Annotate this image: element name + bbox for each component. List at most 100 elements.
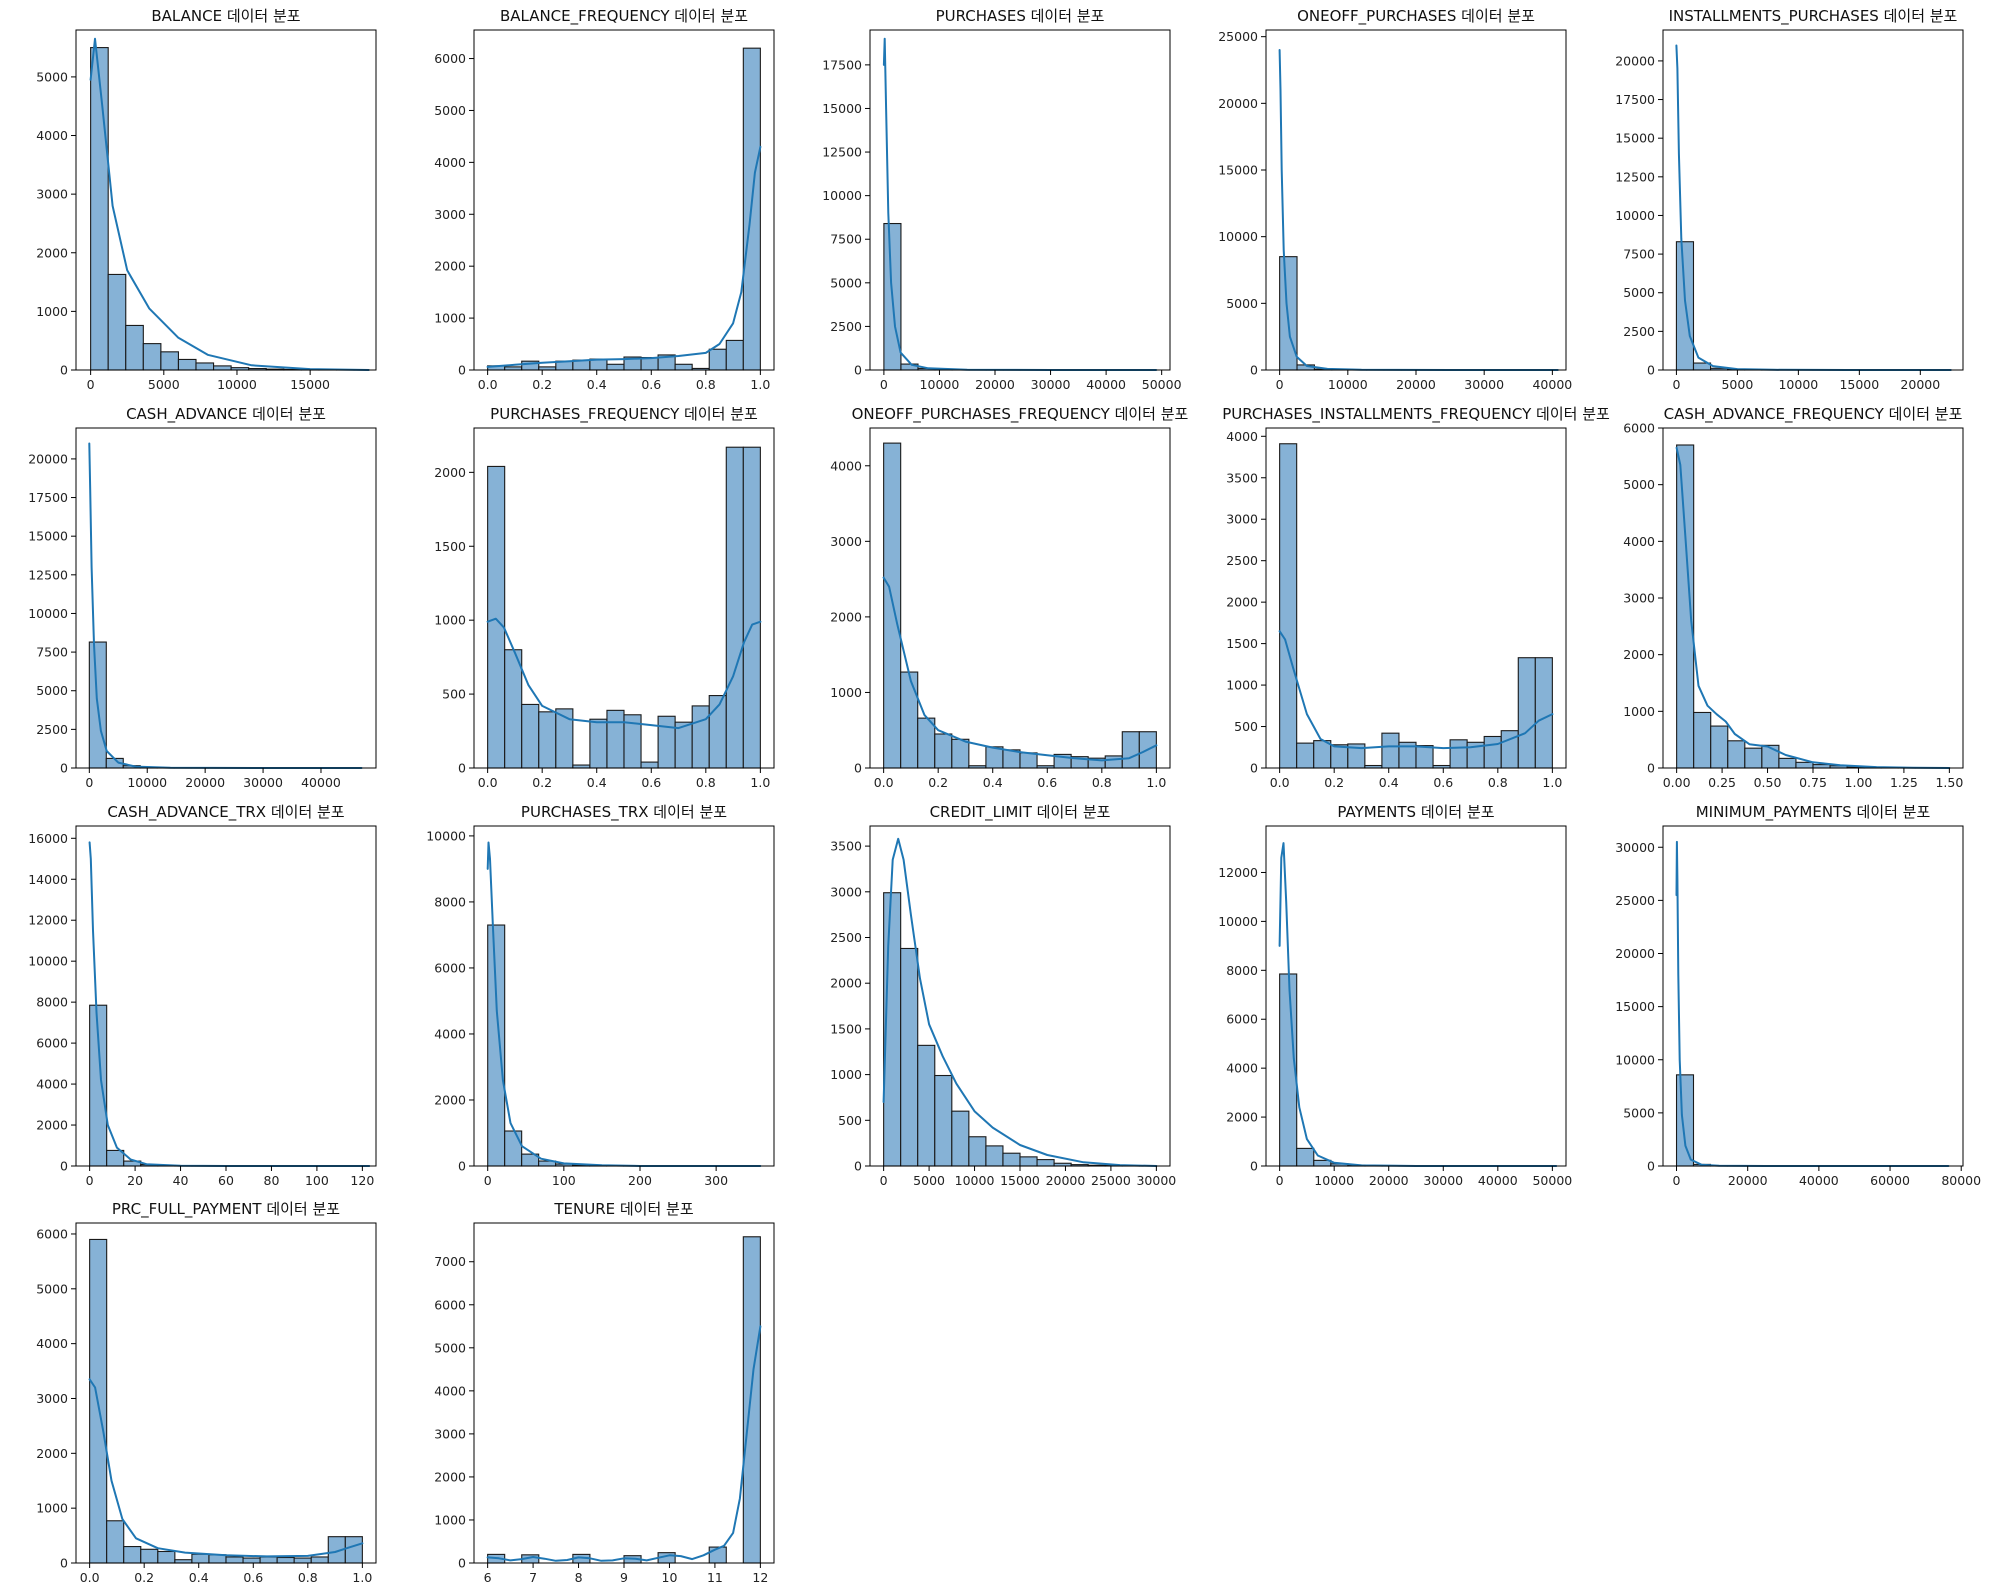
histogram-panel: PURCHASES_INSTALLMENTS_FREQUENCY 데이터 분포 0… bbox=[1222, 405, 1610, 790]
histogram-bar bbox=[1483, 735, 1502, 769]
histogram-bar bbox=[708, 348, 727, 371]
x-tick-label: 10000 bbox=[217, 377, 257, 392]
histogram-panel: PURCHASES_FREQUENCY 데이터 분포 0.0 0.2 0.4 0.6 0.… bbox=[434, 405, 775, 790]
x-tick-label: 5000 bbox=[913, 1173, 945, 1188]
histogram-bar bbox=[106, 1520, 125, 1564]
histogram-bar bbox=[293, 1557, 312, 1564]
kde-line bbox=[486, 841, 762, 1167]
y-tick-label: 7500 bbox=[830, 232, 862, 247]
x-tick-label: 0.6 bbox=[243, 1570, 263, 1585]
y-tick-label: 12500 bbox=[28, 567, 68, 582]
histogram-bar bbox=[1036, 1159, 1055, 1167]
y-tick-label: 3000 bbox=[36, 187, 68, 202]
histogram-bar bbox=[589, 718, 608, 769]
bars bbox=[1279, 256, 1559, 371]
histogram-panel: MINIMUM_PAYMENTS 데이터 분포 0 20000 40000 60000 8… bbox=[1615, 803, 1981, 1188]
kde-line bbox=[89, 37, 370, 371]
panel-title: TENURE 데이터 분포 bbox=[553, 1200, 693, 1218]
histogram-bar bbox=[951, 738, 970, 769]
y-tick-label: 4000 bbox=[434, 155, 466, 170]
y-tick-label: 3000 bbox=[434, 1426, 466, 1441]
histogram-bar bbox=[344, 1536, 363, 1564]
y-tick-label: 2500 bbox=[830, 319, 862, 334]
histogram-panel: CASH_ADVANCE_TRX 데이터 분포 0 20 40 60 80 100 120 0 2… bbox=[28, 803, 377, 1188]
x-tick-label: 1.0 bbox=[1146, 775, 1166, 790]
x-tick-label: 1.0 bbox=[750, 377, 770, 392]
panel-title: BALANCE 데이터 분포 bbox=[151, 7, 300, 25]
y-tick-label: 5000 bbox=[1226, 296, 1258, 311]
y-tick-label: 6000 bbox=[1623, 421, 1655, 436]
bars bbox=[1675, 241, 1952, 371]
y-tick-label: 7500 bbox=[1623, 247, 1655, 262]
histogram-bar bbox=[691, 705, 710, 769]
x-tick-label: 100 bbox=[305, 1173, 329, 1188]
histogram-bar bbox=[725, 339, 744, 371]
x-tick-label: 0.0 bbox=[478, 775, 498, 790]
y-tick-label: 5000 bbox=[1623, 285, 1655, 300]
x-tick-label: 7 bbox=[529, 1570, 537, 1585]
axes-frame bbox=[75, 427, 377, 769]
y-tick-label: 4000 bbox=[36, 128, 68, 143]
y-tick-label: 3500 bbox=[830, 839, 862, 854]
x-tick-label: 200 bbox=[628, 1173, 652, 1188]
histogram-bar bbox=[90, 47, 109, 371]
x-tick-label: 0.2 bbox=[134, 1570, 154, 1585]
y-tick-label: 1000 bbox=[36, 1501, 68, 1516]
x-tick-label: 0.6 bbox=[641, 377, 661, 392]
bars bbox=[883, 222, 1158, 371]
y-tick-label: 0 bbox=[1250, 1159, 1258, 1174]
x-tick-label: 0.75 bbox=[1799, 775, 1827, 790]
kde-line bbox=[1675, 44, 1952, 371]
x-tick-label: 0.0 bbox=[80, 1570, 100, 1585]
bars bbox=[90, 47, 370, 371]
histogram-bar bbox=[985, 746, 1004, 769]
y-tick-label: 15000 bbox=[28, 529, 68, 544]
y-tick-label: 6000 bbox=[434, 960, 466, 975]
histogram-bar bbox=[917, 717, 936, 769]
panel-title: BALANCE_FREQUENCY 데이터 분포 bbox=[500, 7, 748, 26]
y-tick-label: 1000 bbox=[434, 1512, 466, 1527]
histogram-bar bbox=[504, 1130, 523, 1167]
histogram-panel: BALANCE 데이터 분포 0 5000 10000 15000 0 1000 2000 30… bbox=[36, 7, 377, 392]
histogram-bar bbox=[125, 324, 144, 371]
y-tick-label: 14000 bbox=[28, 872, 68, 887]
x-tick-label: 20000 bbox=[1900, 377, 1940, 392]
histogram-bar bbox=[310, 1556, 329, 1564]
y-tick-label: 0 bbox=[458, 761, 466, 776]
y-tick-label: 20000 bbox=[1218, 96, 1258, 111]
axes-frame bbox=[1265, 825, 1567, 1167]
bars bbox=[883, 892, 1157, 1167]
y-tick-label: 16000 bbox=[28, 831, 68, 846]
x-tick-label: 5000 bbox=[1721, 377, 1753, 392]
y-tick-label: 6000 bbox=[36, 1226, 68, 1241]
x-tick-label: 0 bbox=[1673, 1173, 1681, 1188]
x-tick-label: 15000 bbox=[290, 377, 330, 392]
axes-frame bbox=[869, 427, 1171, 769]
histogram-panel: BALANCE_FREQUENCY 데이터 분포 0.0 0.2 0.4 0.6 0.8 1… bbox=[434, 7, 775, 392]
histogram-bar bbox=[1693, 711, 1712, 769]
y-tick-label: 2000 bbox=[36, 245, 68, 260]
x-tick-label: 30000 bbox=[243, 775, 283, 790]
x-tick-label: 40000 bbox=[1799, 1173, 1839, 1188]
x-tick-label: 20000 bbox=[1369, 1173, 1409, 1188]
y-tick-label: 0 bbox=[1647, 1159, 1655, 1174]
histogram-bar bbox=[900, 671, 919, 769]
histogram-bar bbox=[1381, 732, 1400, 769]
bars bbox=[487, 47, 761, 371]
panel-title: ONEOFF_PURCHASES_FREQUENCY 데이터 분포 bbox=[852, 405, 1189, 424]
kde-line bbox=[88, 442, 363, 769]
axes-frame bbox=[1265, 29, 1567, 371]
histogram-bar bbox=[106, 1149, 125, 1167]
histogram-bar bbox=[276, 1556, 295, 1564]
x-tick-label: 1.50 bbox=[1935, 775, 1963, 790]
x-tick-label: 10000 bbox=[955, 1173, 995, 1188]
x-tick-label: 50000 bbox=[1142, 377, 1182, 392]
histogram-panel: PAYMENTS 데이터 분포0 10000 20000 30000 40000 5000… bbox=[1218, 803, 1572, 1188]
y-tick-label: 0 bbox=[60, 1159, 68, 1174]
kde-line bbox=[882, 37, 1158, 371]
axes-frame bbox=[473, 825, 775, 1167]
panel-title: CASH_ADVANCE 데이터 분포 bbox=[126, 405, 326, 424]
y-tick-label: 0 bbox=[1250, 761, 1258, 776]
y-tick-label: 7500 bbox=[36, 645, 68, 660]
